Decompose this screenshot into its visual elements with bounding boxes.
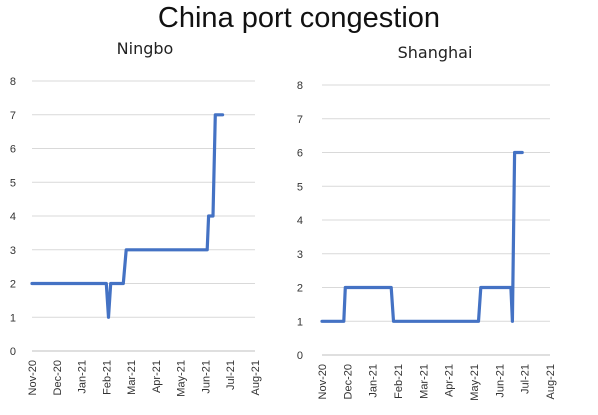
shanghai-chart-title: Shanghai — [398, 43, 473, 62]
shanghai-x-tick-label: Mar-21 — [418, 364, 430, 399]
ningbo-x-tick-label: Jul-21 — [225, 360, 237, 390]
shanghai-series-line — [320, 150, 524, 323]
ningbo-y-tick-label: 1 — [10, 312, 16, 324]
shanghai-y-tick-label: 0 — [297, 350, 303, 362]
ningbo-x-tick-label: May-21 — [176, 360, 188, 397]
shanghai-y-tick-label: 5 — [297, 181, 303, 193]
shanghai-y-tick-label: 1 — [297, 316, 303, 328]
shanghai-y-tick-label: 3 — [297, 249, 303, 261]
ningbo-y-tick-label: 6 — [10, 144, 16, 156]
shanghai-x-tick-label: Jul-21 — [520, 364, 532, 394]
ningbo-x-tick-label: Nov-20 — [27, 360, 39, 395]
ningbo-y-tick-label: 4 — [10, 211, 16, 223]
ningbo-y-tick-label: 3 — [10, 245, 16, 257]
shanghai-chart-panel: Shanghai 0 1 2 3 4 5 6 7 8 Nov-20 Dec-20 Jan-21 Feb-… — [297, 43, 557, 401]
shanghai-x-tick-label: Feb-21 — [393, 364, 405, 399]
shanghai-x-tick-label: Dec-20 — [342, 364, 354, 399]
ningbo-x-tick-label: Mar-21 — [126, 360, 138, 395]
shanghai-x-tick-label: Aug-21 — [545, 364, 557, 399]
shanghai-y-tick-label: 4 — [297, 215, 303, 227]
ningbo-x-tick-label: Apr-21 — [151, 360, 163, 393]
ningbo-y-tick-label: 7 — [10, 110, 16, 122]
shanghai-x-tick-label: May-21 — [469, 364, 481, 401]
shanghai-y-tick-label: 8 — [297, 80, 303, 92]
ningbo-x-tick-label: Feb-21 — [101, 360, 113, 395]
ningbo-y-tick-label: 5 — [10, 177, 16, 189]
shanghai-x-tick-label: Nov-20 — [317, 364, 329, 399]
ningbo-y-tick-label: 0 — [10, 346, 16, 358]
shanghai-y-tick-label: 6 — [297, 148, 303, 160]
shanghai-y-tick-label: 7 — [297, 114, 303, 126]
ningbo-chart-title: Ningbo — [117, 39, 174, 58]
shanghai-x-tick-label: Jan-21 — [368, 364, 380, 398]
ningbo-x-tick-label: Dec-20 — [52, 360, 64, 395]
ningbo-x-tick-label: Aug-21 — [250, 360, 262, 395]
ningbo-y-tick-label: 2 — [10, 279, 16, 291]
shanghai-x-tick-label: Jun-21 — [494, 364, 506, 398]
ningbo-x-tick-label: Jun-21 — [200, 360, 212, 394]
ningbo-y-tick-label: 8 — [10, 76, 16, 88]
ningbo-chart-panel: Ningbo 0 1 2 3 4 5 6 7 8 Nov-20 Dec-20 Jan-21 Feb-21… — [10, 39, 262, 397]
chart-main-title: China port congestion — [157, 2, 441, 34]
ningbo-series-line — [30, 113, 225, 319]
shanghai-x-tick-label: Apr-21 — [444, 364, 456, 397]
shanghai-y-tick-label: 2 — [297, 283, 303, 295]
ningbo-x-tick-label: Jan-21 — [77, 360, 89, 394]
